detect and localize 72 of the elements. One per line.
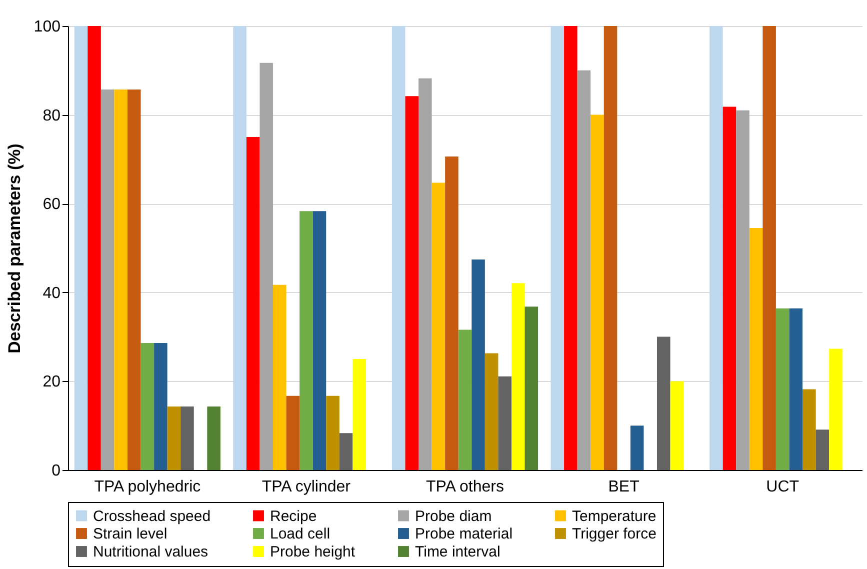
bar xyxy=(300,211,313,470)
bar xyxy=(816,430,830,470)
legend-label: Recipe xyxy=(270,508,317,525)
bar xyxy=(127,89,141,470)
y-tick-label: 40 xyxy=(42,284,61,302)
bar xyxy=(498,376,512,470)
bar xyxy=(749,228,763,470)
bar xyxy=(458,330,472,470)
bar xyxy=(312,211,326,470)
bar xyxy=(472,260,485,470)
bar xyxy=(418,78,432,470)
bar xyxy=(140,343,154,470)
bar xyxy=(272,284,286,470)
legend-label: Probe height xyxy=(270,544,356,560)
bar xyxy=(657,336,670,470)
bar xyxy=(114,89,128,470)
bar xyxy=(564,26,578,470)
bar xyxy=(260,62,273,470)
bar xyxy=(577,70,591,470)
x-tick-label: TPA cylinder xyxy=(262,478,352,496)
bar xyxy=(829,348,842,470)
y-tick-label: 100 xyxy=(34,18,61,36)
bar xyxy=(74,26,88,470)
bar xyxy=(670,381,684,470)
legend-label: Load cell xyxy=(270,526,330,542)
x-tick-label: UCT xyxy=(766,478,800,496)
bar xyxy=(339,433,353,470)
bar xyxy=(326,396,340,470)
bar xyxy=(524,306,538,470)
bar xyxy=(630,426,644,470)
legend-label: Probe diam xyxy=(415,508,492,525)
y-tick-label: 20 xyxy=(42,374,61,391)
bar xyxy=(246,137,260,470)
legend-label: Temperature xyxy=(572,508,656,525)
bar xyxy=(590,114,604,470)
bar xyxy=(762,26,776,470)
x-tick-label: TPA others xyxy=(426,478,504,496)
bar xyxy=(207,406,220,470)
bar xyxy=(484,353,498,470)
bar xyxy=(100,89,114,470)
legend-label: Nutritional values xyxy=(93,544,208,560)
bar xyxy=(432,182,446,470)
bar xyxy=(550,26,564,470)
bar xyxy=(233,26,246,470)
legend-label: Time interval xyxy=(415,544,500,560)
bar xyxy=(776,308,790,470)
bar xyxy=(392,26,406,470)
bar xyxy=(722,106,736,470)
bar xyxy=(445,156,458,470)
bar xyxy=(154,343,168,470)
bar xyxy=(88,26,101,470)
bar xyxy=(802,389,816,470)
bar xyxy=(710,26,723,470)
y-tick-label: 80 xyxy=(42,107,61,124)
legend-label: Strain level xyxy=(93,526,168,542)
legend-label: Crosshead speed xyxy=(93,508,211,525)
bar xyxy=(511,283,525,470)
bar xyxy=(789,308,803,470)
y-tick-label: 0 xyxy=(52,462,61,480)
y-tick-label: 60 xyxy=(42,196,61,214)
x-tick-label: TPA polyhedric xyxy=(94,478,201,496)
y-axis-title: Described parameters (%) xyxy=(4,144,24,354)
legend-label: Trigger force xyxy=(572,526,656,542)
bar xyxy=(405,96,419,470)
bar xyxy=(352,359,366,470)
bar xyxy=(604,26,618,470)
legend-label: Probe material xyxy=(415,526,513,542)
bar xyxy=(180,406,194,470)
bar xyxy=(736,110,750,470)
x-tick-label: BET xyxy=(608,478,640,496)
bar xyxy=(286,396,300,470)
bar xyxy=(167,406,181,470)
